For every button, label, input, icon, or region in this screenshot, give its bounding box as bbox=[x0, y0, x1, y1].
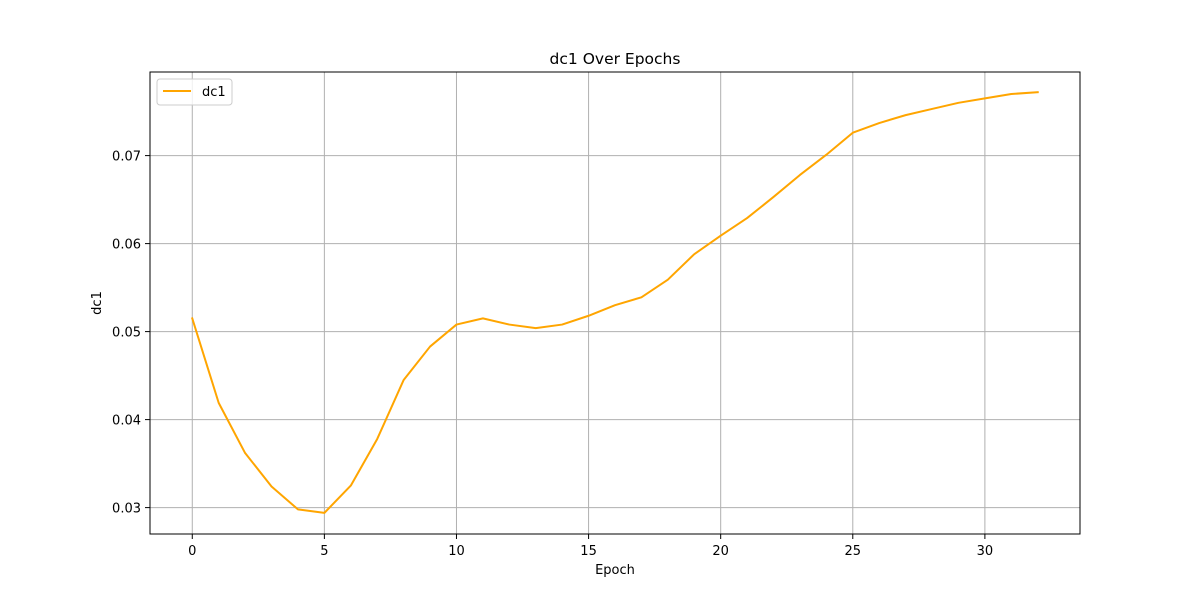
y-tick-label: 0.06 bbox=[112, 238, 141, 253]
plot-area-frame bbox=[149, 71, 1081, 535]
chart-title: dc1 Over Epochs bbox=[550, 50, 681, 68]
x-tick-label: 25 bbox=[845, 544, 862, 559]
y-tick-label: 0.05 bbox=[112, 326, 141, 341]
y-tick-label: 0.07 bbox=[112, 150, 141, 165]
x-axis-label: Epoch bbox=[595, 563, 635, 578]
x-tick-label: 20 bbox=[712, 544, 729, 559]
x-tick-label: 0 bbox=[188, 544, 196, 559]
x-tick-label: 5 bbox=[320, 544, 328, 559]
y-tick-label: 0.04 bbox=[112, 414, 141, 429]
x-tick-label: 10 bbox=[448, 544, 465, 559]
x-tick-label: 30 bbox=[977, 544, 994, 559]
legend-box bbox=[156, 78, 233, 106]
series-layer bbox=[191, 91, 1039, 514]
legend: dc1 bbox=[156, 78, 233, 106]
grid bbox=[150, 72, 1080, 534]
legend-label-dc1: dc1 bbox=[202, 85, 226, 100]
y-tick-label: 0.03 bbox=[112, 502, 141, 517]
x-tick-label: 15 bbox=[580, 544, 597, 559]
y-axis-ticks: 0.03 0.04 0.05 0.06 0.07 bbox=[112, 150, 150, 517]
x-axis-ticks: 0 5 10 15 20 25 30 bbox=[188, 534, 993, 559]
y-axis-label: dc1 bbox=[90, 291, 105, 315]
series-line-dc1 bbox=[191, 91, 1039, 514]
